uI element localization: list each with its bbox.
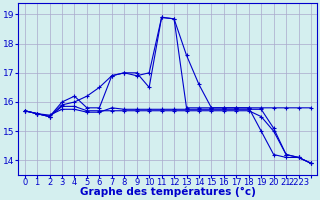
- X-axis label: Graphe des températures (°c): Graphe des températures (°c): [80, 187, 256, 197]
